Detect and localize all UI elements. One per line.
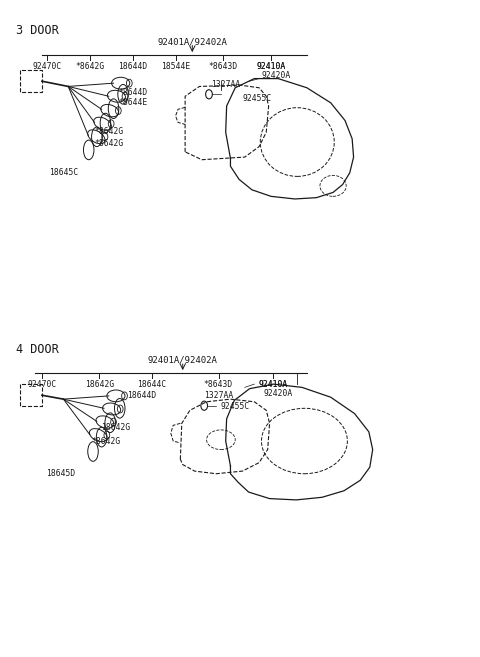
Text: 18644C: 18644C	[137, 380, 167, 388]
Text: 92401A/92402A: 92401A/92402A	[148, 356, 217, 365]
Text: 1327AA: 1327AA	[211, 80, 240, 89]
Text: *8644D: *8644D	[118, 88, 147, 97]
Text: *8643D: *8643D	[204, 380, 233, 388]
Text: 4 DOOR: 4 DOOR	[16, 343, 59, 356]
Text: *8643D: *8643D	[209, 62, 238, 70]
Text: 1327AA: 1327AA	[204, 391, 233, 399]
Text: 92420A: 92420A	[264, 390, 293, 398]
Text: 18645D: 18645D	[47, 469, 76, 478]
Text: 3 DOOR: 3 DOOR	[16, 24, 59, 37]
Text: *8642G: *8642G	[92, 437, 121, 446]
Text: 18642G: 18642G	[101, 423, 131, 432]
Text: 92420A: 92420A	[261, 72, 290, 80]
Text: 92455C: 92455C	[242, 95, 271, 103]
Text: 18645C: 18645C	[49, 168, 78, 177]
Text: 18544E: 18544E	[161, 62, 190, 70]
Text: 92410A: 92410A	[259, 380, 288, 388]
Text: 18644D: 18644D	[128, 391, 157, 399]
Text: *8644E: *8644E	[118, 97, 147, 106]
Text: 92401A/92402A: 92401A/92402A	[157, 37, 227, 47]
Text: *8642G: *8642G	[94, 127, 123, 136]
Text: *8642G: *8642G	[75, 62, 104, 70]
Text: 92470C: 92470C	[27, 380, 57, 388]
Text: 92470C: 92470C	[32, 62, 61, 70]
Text: 92410A: 92410A	[256, 62, 286, 70]
Text: 92410A: 92410A	[259, 380, 288, 388]
Text: 92410A: 92410A	[256, 62, 286, 70]
Text: *8642G: *8642G	[94, 139, 123, 148]
Text: 18644D: 18644D	[118, 62, 147, 70]
Text: 18642G: 18642G	[84, 380, 114, 388]
Text: 92455C: 92455C	[221, 402, 250, 411]
